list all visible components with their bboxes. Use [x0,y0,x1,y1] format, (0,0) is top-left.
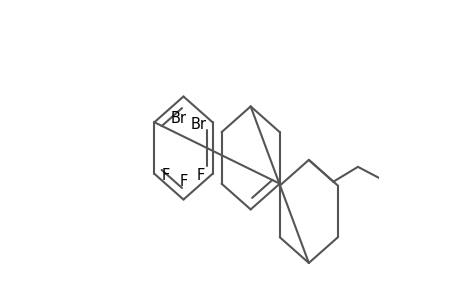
Text: F: F [196,168,205,183]
Text: Br: Br [170,111,186,126]
Text: Br: Br [190,117,206,132]
Text: F: F [179,174,187,189]
Text: F: F [162,168,170,183]
